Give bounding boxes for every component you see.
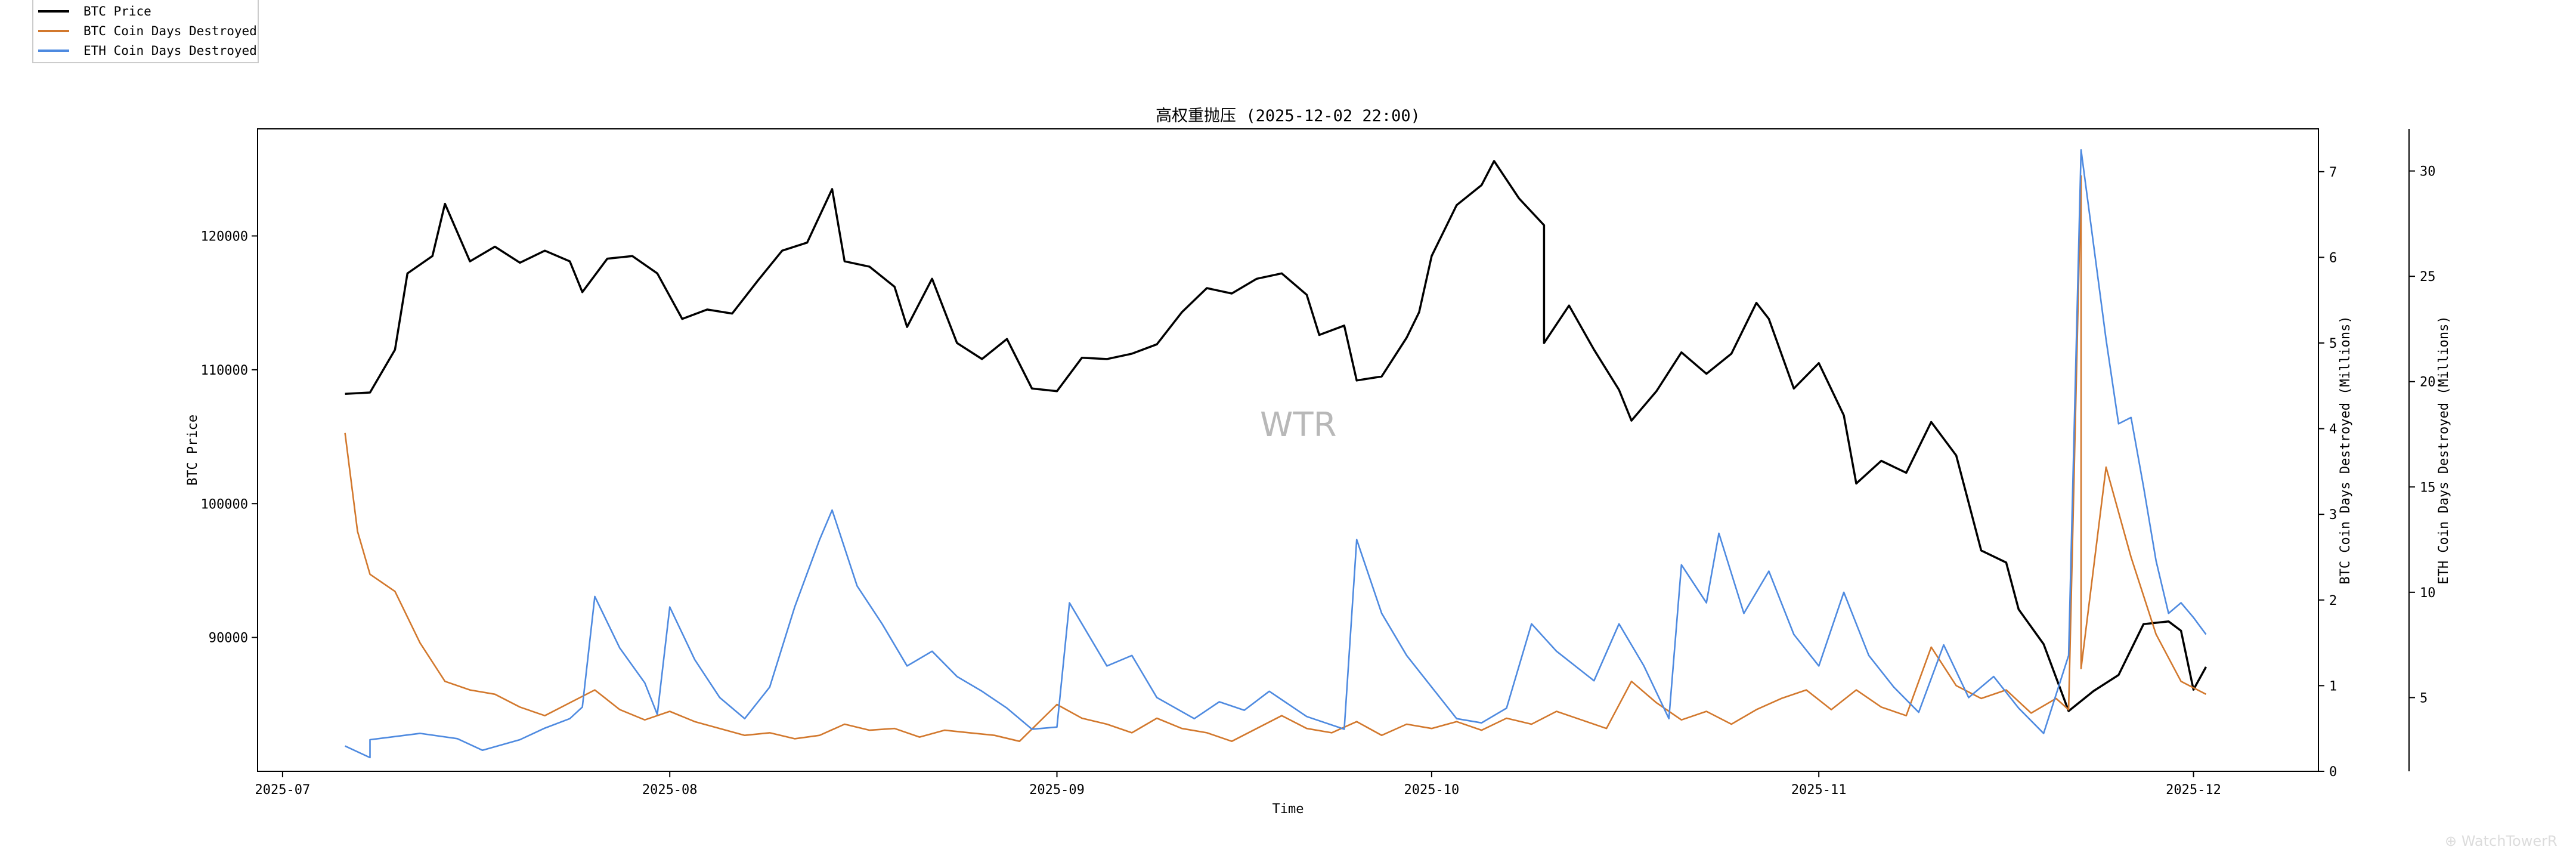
left-tick-label: 110000 bbox=[201, 363, 248, 378]
right2-tick-label: 5 bbox=[2420, 691, 2428, 706]
right1-tick-label: 2 bbox=[2329, 594, 2337, 608]
legend-swatch-btc-price bbox=[38, 10, 69, 13]
x-tick-label: 2025-09 bbox=[1029, 783, 1085, 798]
right2-tick-label: 10 bbox=[2420, 586, 2436, 601]
legend-label-btc-cdd: BTC Coin Days Destroyed bbox=[83, 24, 257, 38]
x-tick-label: 2025-07 bbox=[255, 783, 311, 798]
right1-tick-label: 1 bbox=[2329, 679, 2337, 694]
left-axis-label: BTC Price bbox=[185, 415, 200, 486]
legend-swatch-btc-cdd bbox=[38, 30, 69, 32]
legend-label-eth-cdd: ETH Coin Days Destroyed bbox=[83, 44, 257, 58]
series-line-btc-price bbox=[345, 160, 2207, 712]
left-tick-label: 90000 bbox=[209, 631, 248, 646]
series-line-eth-cdd bbox=[345, 149, 2207, 759]
right1-tick-label: 6 bbox=[2329, 251, 2337, 265]
left-tick-label: 100000 bbox=[201, 497, 248, 512]
right1-tick-label: 5 bbox=[2329, 336, 2337, 351]
left-tick-label: 120000 bbox=[201, 230, 248, 245]
right2-tick-label: 25 bbox=[2420, 270, 2436, 285]
right1-tick-label: 4 bbox=[2329, 422, 2337, 437]
series-line-btc-cdd bbox=[344, 175, 2207, 742]
right2-axis-label: ETH Coin Days Destroyed (Millions) bbox=[2436, 316, 2451, 584]
legend: BTC Price BTC Coin Days Destroyed ETH Co… bbox=[32, 0, 259, 63]
corner-watermark: ⊕ WatchTowerR bbox=[2445, 833, 2558, 849]
plot-frame bbox=[257, 128, 2319, 772]
legend-label-btc-price: BTC Price bbox=[83, 4, 151, 18]
right1-tick-label: 0 bbox=[2329, 765, 2337, 780]
right2-tick-label: 20 bbox=[2420, 375, 2436, 390]
right1-axis-label: BTC Coin Days Destroyed (Millions) bbox=[2338, 316, 2353, 584]
x-axis-label: Time bbox=[1272, 802, 1304, 817]
legend-entry-btc-cdd: BTC Coin Days Destroyed bbox=[38, 22, 257, 40]
chart-title: 高权重抛压 (2025-12-02 22:00) bbox=[1156, 107, 1420, 125]
x-tick-label: 2025-12 bbox=[2166, 783, 2221, 798]
legend-entry-eth-cdd: ETH Coin Days Destroyed bbox=[38, 42, 257, 60]
legend-swatch-eth-cdd bbox=[38, 50, 69, 52]
x-tick-label: 2025-10 bbox=[1404, 783, 1460, 798]
watermark-text: WTR bbox=[1260, 406, 1337, 444]
legend-entry-btc-price: BTC Price bbox=[38, 2, 151, 20]
x-tick-label: 2025-11 bbox=[1791, 783, 1847, 798]
right2-tick-label: 15 bbox=[2420, 480, 2436, 495]
right2-tick-label: 30 bbox=[2420, 165, 2436, 180]
x-tick-label: 2025-08 bbox=[642, 783, 698, 798]
right1-tick-label: 3 bbox=[2329, 508, 2337, 523]
right1-tick-label: 7 bbox=[2329, 165, 2337, 180]
